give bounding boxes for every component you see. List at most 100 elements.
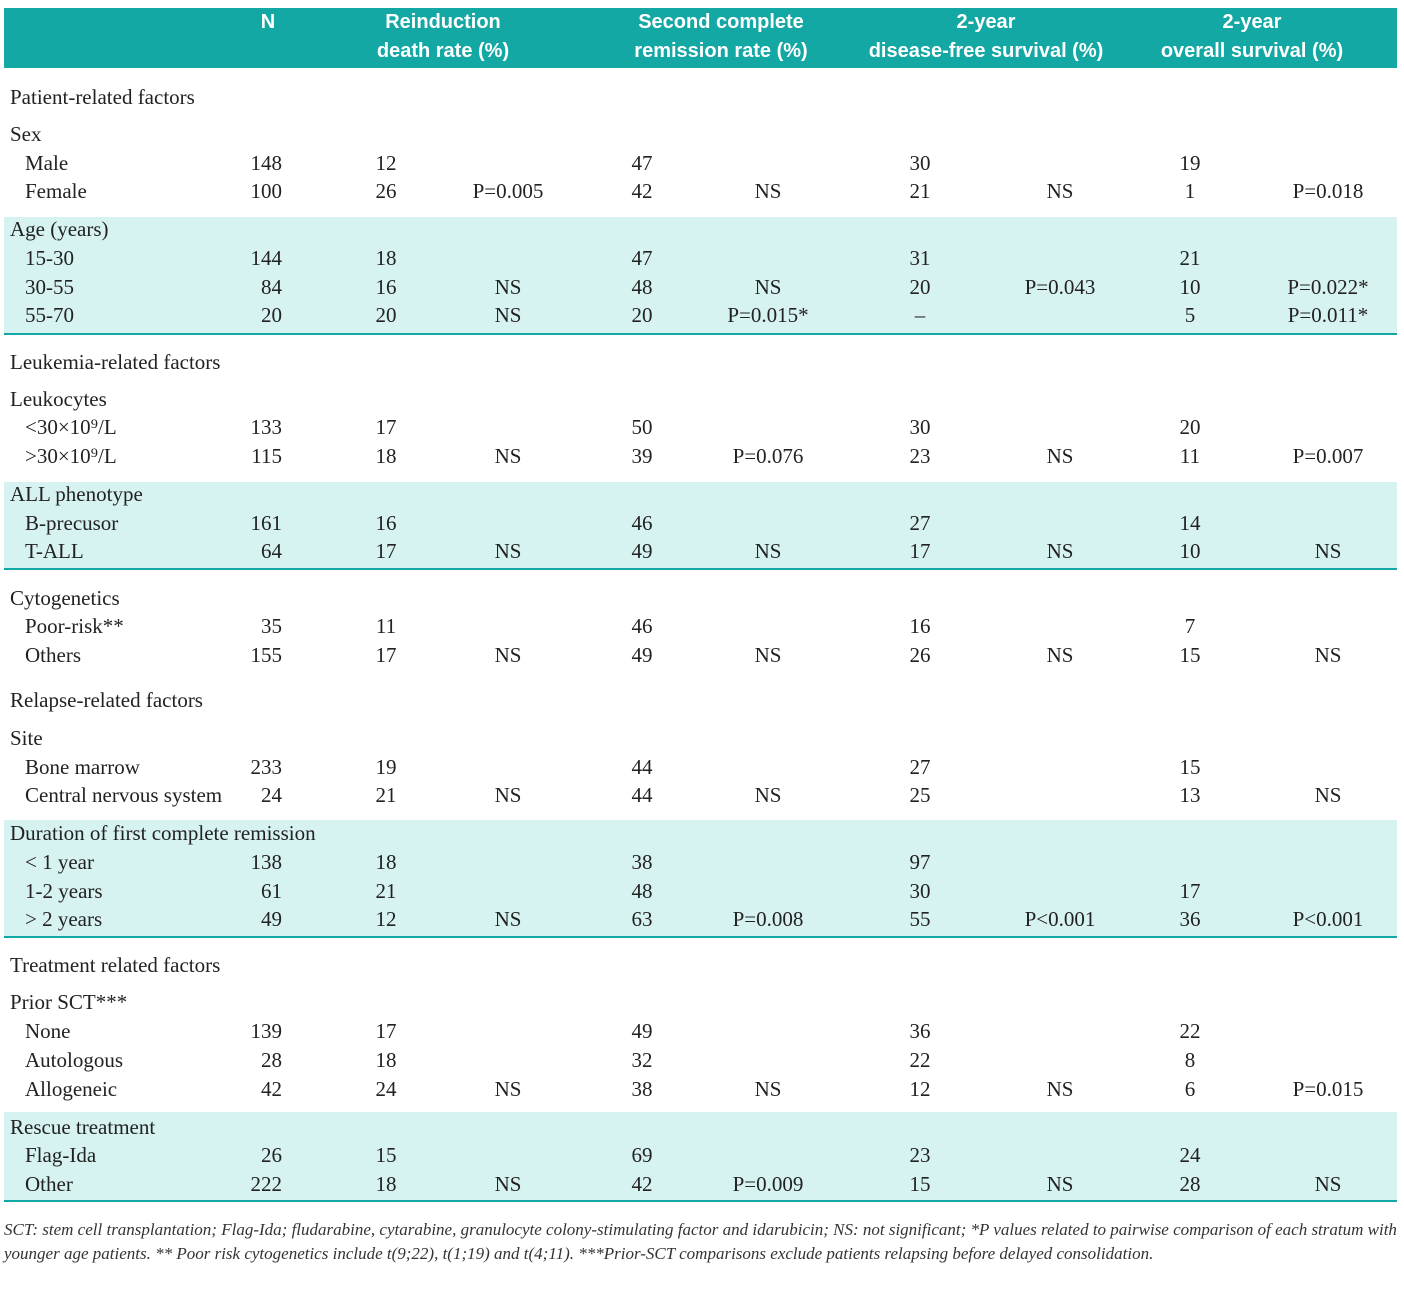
cell: 26 [375, 179, 397, 203]
cell: 17 [375, 539, 397, 563]
cell: 38 [631, 850, 653, 874]
cell: 12 [375, 907, 397, 931]
footnote: SCT: stem cell transplantation; Flag-Ida… [4, 1220, 1397, 1263]
cell: 16 [909, 614, 931, 638]
cell: 18 [375, 1172, 397, 1196]
cell: 63 [631, 907, 653, 931]
cell: NS [754, 1077, 782, 1101]
cell: 50 [631, 415, 653, 439]
cell: 20 [631, 303, 653, 327]
cell: 15 [909, 1172, 931, 1196]
row-label: Others [25, 643, 81, 667]
cell: 155 [250, 643, 283, 667]
cell: 97 [909, 850, 931, 874]
cell: 7 [1184, 614, 1196, 638]
cell: 24 [261, 783, 282, 807]
cell: NS [494, 907, 522, 931]
row-label: Male [25, 151, 69, 175]
cell: 12 [909, 1077, 931, 1101]
cell: P<0.001 [1024, 907, 1096, 931]
cell: 233 [250, 755, 283, 779]
section-label: Relapse-related factors [10, 688, 203, 712]
row-label: Autologous [25, 1048, 124, 1072]
cell: P=0.043 [1024, 275, 1096, 299]
row-label: T-ALL [25, 539, 84, 563]
cell: 42 [631, 179, 653, 203]
cell: 55 [909, 907, 931, 931]
cell: 23 [909, 444, 931, 468]
cell: 17 [375, 1019, 397, 1043]
cell: 24 [1179, 1143, 1201, 1167]
cell: 48 [631, 879, 653, 903]
header-band [4, 8, 1397, 68]
row-label: Flag-Ida [25, 1143, 97, 1167]
cell: NS [494, 783, 522, 807]
cell: P<0.001 [1292, 907, 1364, 931]
cell: 22 [909, 1048, 931, 1072]
row-label: Central nervous system [25, 783, 223, 807]
section-label: Leukemia-related factors [10, 350, 221, 374]
column-header: N [260, 11, 276, 33]
cell: NS [494, 303, 522, 327]
column-header: Reinduction [385, 11, 501, 33]
cell: 18 [375, 444, 397, 468]
row-label: < 1 year [25, 850, 94, 874]
cell: 21 [375, 783, 397, 807]
row-label: 55-70 [25, 303, 74, 327]
cell: 27 [909, 755, 931, 779]
column-header: Second complete [638, 11, 804, 33]
cell: NS [754, 539, 782, 563]
row-label: Allogeneic [25, 1077, 118, 1101]
cell: NS [1314, 539, 1342, 563]
cell: 100 [250, 179, 283, 203]
cell: 30 [909, 151, 931, 175]
cell: 39 [631, 444, 653, 468]
cell: 10 [1179, 275, 1201, 299]
cell: 44 [631, 755, 653, 779]
row-label: Other [25, 1172, 73, 1196]
cell: 17 [909, 539, 931, 563]
cell: 20 [909, 275, 931, 299]
cell: 21 [909, 179, 931, 203]
cell: NS [754, 643, 782, 667]
cell: 49 [631, 643, 653, 667]
cell: NS [494, 643, 522, 667]
cell: 42 [261, 1077, 282, 1101]
column-header: death rate (%) [376, 40, 510, 62]
cell: NS [1046, 1077, 1074, 1101]
cell: 26 [261, 1143, 282, 1167]
cell: NS [1046, 1172, 1074, 1196]
row-label: 30-55 [25, 275, 74, 299]
cell: 64 [261, 539, 282, 563]
cell: 49 [631, 1019, 653, 1043]
cell: NS [754, 275, 782, 299]
cell: NS [1046, 643, 1074, 667]
row-label: > 2 years [25, 907, 103, 931]
column-header: disease-free survival (%) [868, 40, 1104, 62]
cell: 84 [261, 275, 282, 299]
cell: 17 [375, 415, 397, 439]
row-label: Poor-risk** [25, 614, 124, 638]
cell: 115 [251, 444, 282, 468]
shaded-band [4, 820, 1397, 938]
cell: 21 [375, 879, 397, 903]
cell: P=0.018 [1292, 179, 1364, 203]
cell: 20 [375, 303, 397, 327]
section-label: Site [10, 726, 43, 750]
cell: P=0.022* [1287, 275, 1369, 299]
cell: 26 [909, 643, 931, 667]
cell: 139 [250, 1019, 283, 1043]
cell: NS [1314, 783, 1342, 807]
cell: 17 [375, 643, 397, 667]
cell: 36 [1179, 907, 1201, 931]
shaded-band [4, 482, 1397, 570]
cell: 47 [631, 151, 653, 175]
cell: P=0.076 [732, 444, 804, 468]
cell: NS [754, 783, 782, 807]
cell: NS [1046, 444, 1074, 468]
cell: 23 [909, 1143, 931, 1167]
cell: 49 [631, 539, 653, 563]
cell: 48 [631, 275, 653, 299]
cell: 28 [1179, 1172, 1201, 1196]
cell: 24 [375, 1077, 397, 1101]
